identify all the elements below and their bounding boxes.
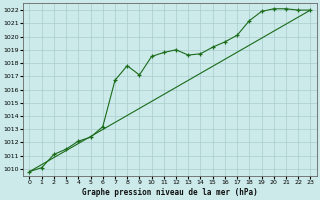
X-axis label: Graphe pression niveau de la mer (hPa): Graphe pression niveau de la mer (hPa): [82, 188, 258, 197]
